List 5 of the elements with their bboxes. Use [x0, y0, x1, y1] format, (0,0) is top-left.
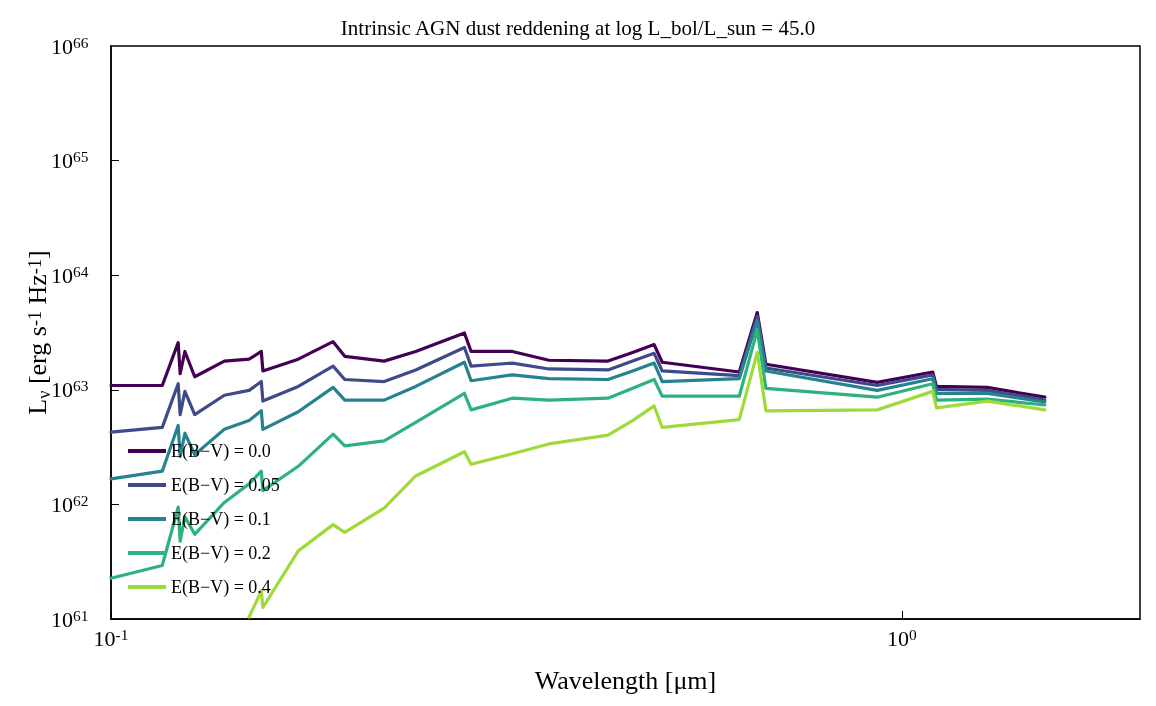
chart-title: Intrinsic AGN dust reddening at log L_bol/L_sun = 45.0: [340, 15, 816, 40]
legend-label: E(B−V) = 0.4: [171, 577, 271, 598]
y-axis-title: Lν [erg s-1 Hz-1]: [23, 250, 54, 415]
legend-label: E(B−V) = 0.2: [171, 543, 271, 564]
x-axis-title: Wavelength [μm]: [534, 665, 717, 695]
